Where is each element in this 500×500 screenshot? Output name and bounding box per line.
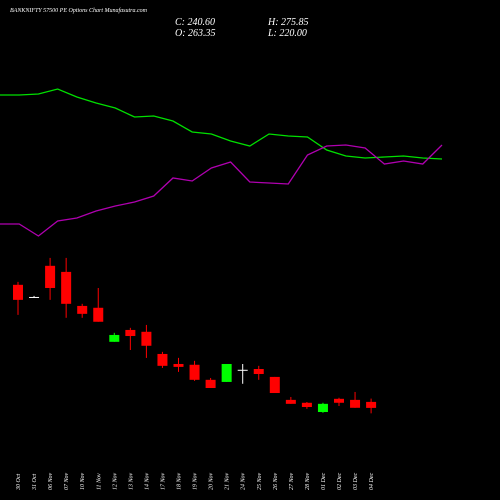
line-series [0,88,443,160]
x-tick-label: 01 Dec [321,473,327,490]
candle-body [13,284,23,300]
x-tick-label: 06 Nov [48,472,54,490]
x-tick-label: 11 Nov [96,473,102,490]
candle-body [317,403,328,413]
x-tick-label: 25 Nov [257,472,263,490]
candle-body [221,363,232,382]
open-label: O: 263.35 [175,28,216,39]
x-tick-label: 18 Nov [177,472,183,490]
x-tick-label: 21 Nov [225,472,231,490]
x-tick-label: 19 Nov [193,472,199,490]
candle-body [237,369,248,371]
candle-body [45,265,56,288]
candle-body [366,401,377,408]
candle-body [109,334,120,342]
x-tick-label: 28 Nov [305,472,311,490]
x-tick-label: 10 Nov [80,472,86,490]
candle-body [173,363,184,367]
candle-body [269,376,280,394]
x-tick-label: 31 Oct [32,474,38,491]
x-tick-label: 04 Dec [368,473,375,490]
x-tick-label: 03 Dec [353,473,359,490]
candle-body [61,271,72,304]
candle-body [189,364,200,380]
candle-body [253,369,264,375]
candle-body [334,398,344,403]
candle-body [157,353,168,366]
candle-body [93,307,104,322]
candle-body [285,399,296,404]
x-tick-label: 02 Dec [337,473,343,490]
x-tick-label: 17 Nov [160,472,166,490]
candle-body [301,402,312,407]
x-tick-label: 30 Oct [16,474,22,491]
candle-body [350,399,361,408]
candle-body [141,331,152,346]
x-tick-label: 13 Nov [128,472,134,490]
x-tick-label: 07 Nov [64,472,70,490]
candle-body [29,296,40,298]
line-series [0,144,443,237]
x-tick-label: 14 Nov [143,472,150,490]
low-label: L: 220.00 [267,28,307,39]
chart-title: BANKNIFTY 57500 PE Options Chart Munafas… [10,7,148,14]
x-tick-label: 24 Nov [240,472,247,490]
x-tick-label: 27 Nov [289,472,295,490]
x-tick-label: 26 Nov [273,472,279,490]
x-tick-label: 12 Nov [112,472,118,490]
candle-body [125,329,136,337]
candle-body [205,379,216,388]
x-tick-label: 20 Nov [209,472,215,490]
high-label: H: 275.85 [267,17,309,28]
close-label: C: 240.60 [175,17,215,28]
candle-body [77,305,88,314]
